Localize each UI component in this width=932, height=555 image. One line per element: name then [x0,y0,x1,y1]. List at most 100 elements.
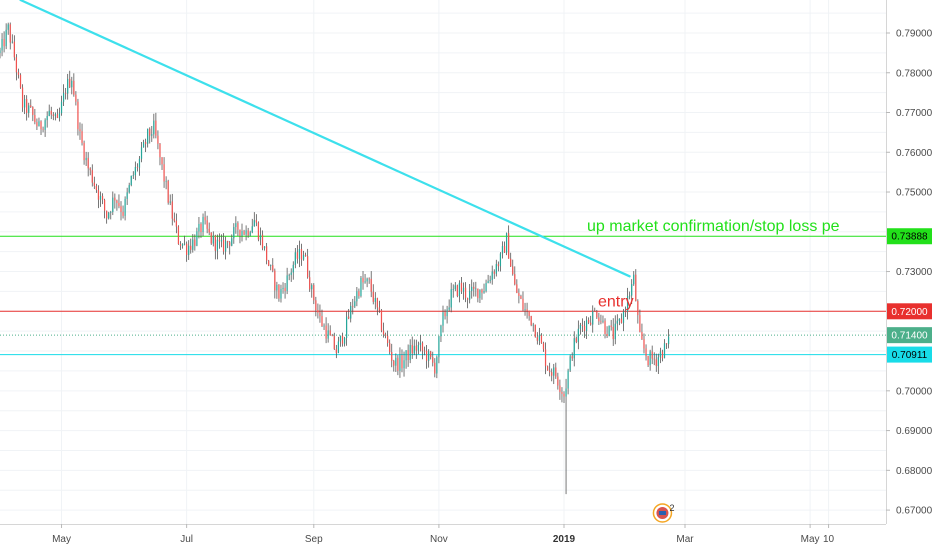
candle [71,76,73,95]
x-tick-label: 10 [823,534,835,545]
candle [436,355,438,379]
candle [384,332,387,339]
candle-body [481,289,483,293]
candle-body [645,348,647,357]
candle-body [134,167,136,176]
candle [485,279,487,293]
candle-body [575,338,577,342]
candle [563,391,565,404]
candle-body [73,80,75,95]
candle [538,327,541,346]
event-markers[interactable]: 2 [652,503,674,523]
candle-body [389,343,391,353]
candle [317,303,319,319]
candle [97,185,100,209]
candle-body [62,92,65,102]
candle [585,316,588,339]
candle [643,333,645,354]
candle [21,84,24,112]
candle [446,305,448,324]
candle [622,309,625,332]
candle [659,347,662,364]
candle-body [243,231,245,235]
candle-body [432,357,434,363]
candle-body [475,288,477,290]
trendline[interactable] [19,0,631,278]
candle-body [95,185,98,191]
candle-body [491,271,493,280]
candle [352,298,354,315]
candle-body [282,287,284,290]
candle-body [542,343,545,350]
candle [409,339,411,364]
candle [307,248,309,279]
candle [331,333,333,337]
event-flag-icon[interactable]: 2 [652,503,674,523]
candle [508,225,510,259]
candle [73,73,75,97]
candle-body [477,288,479,299]
candle-body [409,344,411,361]
candle-body [136,167,139,168]
candle [268,259,270,267]
candle-body [220,240,223,242]
x-tick-label: Mar [676,534,694,545]
candle [280,284,282,303]
candle [311,283,313,298]
candle-body [661,351,664,359]
candle [181,243,184,249]
candle [577,320,579,350]
candle-body [616,320,618,324]
trendline-layer[interactable] [19,0,631,278]
candle-body [208,228,210,233]
candle [549,362,551,377]
candle [497,261,499,272]
candle-body [249,232,251,236]
candle [477,288,479,303]
candle-body [585,319,588,331]
price-tag-box [887,303,932,320]
candle [411,336,413,359]
candle-body [46,116,48,121]
candle-body [546,366,549,371]
candle [110,210,112,220]
candle [145,138,147,153]
candle-body [253,220,255,227]
candle [286,267,288,295]
candle [327,323,329,343]
candle [263,246,266,251]
candle-body [177,226,180,245]
candle [224,236,227,260]
candle-body [460,282,463,292]
candle-body [151,134,153,136]
candle [270,264,272,271]
candle [177,225,180,245]
candle-body [462,287,465,292]
candle [637,299,639,324]
candle-body [428,351,430,361]
candle [590,315,592,326]
candle-body [378,307,381,311]
candle [210,232,212,245]
candle-body [3,39,5,47]
candle [284,282,286,299]
candle-body [395,357,397,366]
candle [188,240,190,260]
candle [77,98,79,136]
candle [321,309,323,328]
candle-body [142,142,145,148]
candle-body [606,333,608,336]
candle-body [91,170,93,183]
candle-body [124,198,126,216]
candle [329,325,331,336]
candle [653,352,655,366]
candle [364,274,366,284]
candle-body [311,285,313,290]
candle-body [372,291,374,302]
candle [348,308,350,320]
candle [69,70,71,89]
candle [512,259,514,276]
candle-body [495,264,497,274]
